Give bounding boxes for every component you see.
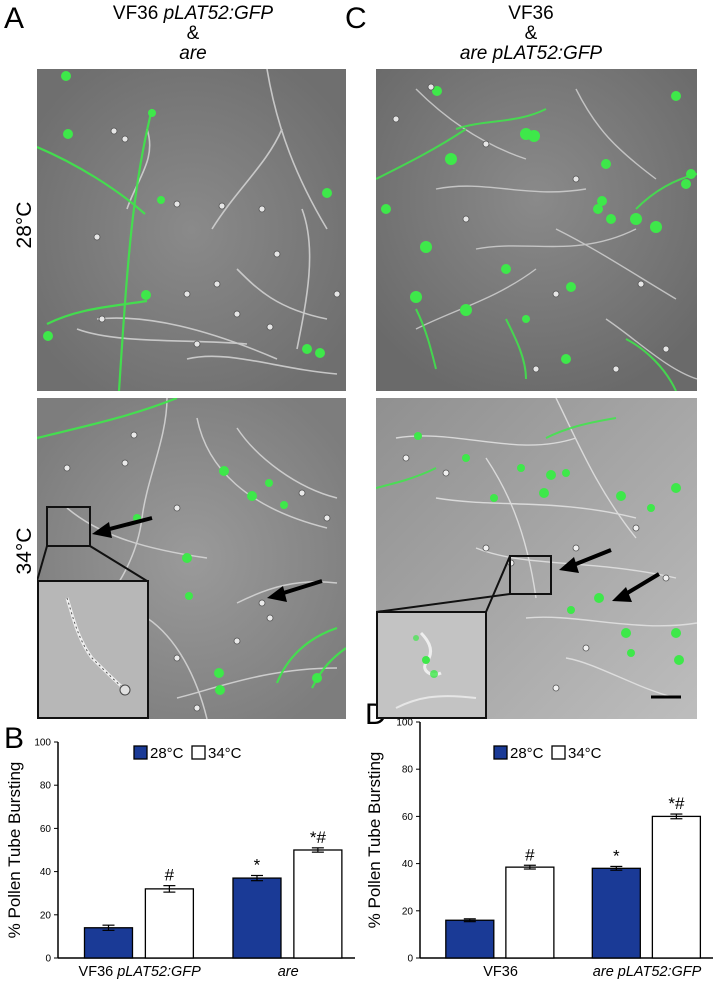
micrograph-a-34c [37, 398, 346, 719]
y-tick-label: 60 [402, 812, 414, 823]
title-a-prefix: VF36 [112, 3, 164, 24]
legend-swatch [133, 745, 148, 760]
micrograph-a-28c [37, 69, 346, 391]
title-c-ampersand: & [524, 23, 538, 44]
row-label-28c: 28°C [13, 201, 36, 249]
micrograph-a-34c-image [37, 398, 346, 719]
x-category-label: VF36 [483, 964, 518, 980]
micrograph-c-28c [376, 69, 697, 391]
y-tick-label: 80 [40, 781, 52, 792]
micrograph-a-28c-image [37, 69, 346, 391]
significance-mark: * [613, 846, 620, 865]
y-tick-label: 100 [34, 738, 51, 749]
bar [445, 919, 495, 959]
category-prefix: VF36 [79, 964, 118, 980]
y-tick-label: 40 [402, 859, 414, 870]
chart-b: % Pollen Tube Bursting 0 20 40 60 80 100 # VF36 … [5, 738, 355, 980]
x-category-label: are [278, 964, 299, 980]
bar [505, 866, 555, 959]
title-c-line1: VF36 [508, 3, 554, 24]
panel-label-c: C [345, 2, 367, 35]
bar [651, 815, 702, 959]
y-axis-label: % Pollen Tube Bursting [5, 762, 24, 939]
bar [232, 877, 282, 959]
chart-d: % Pollen Tube Bursting 0 20 40 60 80 100 # VF36 *… [365, 718, 713, 980]
category-italic: pLAT52:GFP [116, 964, 201, 980]
significance-mark: # [165, 866, 175, 885]
bar [144, 888, 195, 959]
bar [591, 867, 641, 959]
legend-label: 34°C [568, 745, 602, 762]
micrograph-c-34c-image [376, 398, 697, 719]
significance-mark: * [254, 855, 261, 874]
bar [293, 849, 343, 959]
y-tick-label: 100 [396, 718, 413, 729]
y-tick-label: 20 [402, 906, 414, 917]
panel-label-b: B [4, 722, 25, 755]
title-a-ampersand: & [186, 23, 200, 44]
y-tick-label: 60 [40, 824, 52, 835]
column-title-a: VF36 pLAT52:GFP & are [40, 4, 346, 64]
legend-label: 34°C [208, 745, 242, 762]
legend-swatch [191, 745, 206, 760]
legend-label: 28°C [510, 745, 544, 762]
micrograph-c-28c-image [376, 69, 697, 391]
significance-mark: *# [668, 794, 685, 813]
bar [83, 927, 134, 959]
legend-swatch [493, 745, 508, 760]
significance-mark: *# [310, 828, 327, 847]
x-category-label: are pLAT52:GFP [593, 964, 702, 980]
title-a-transgene: pLAT52:GFP [163, 3, 274, 24]
x-category-label: VF36 pLAT52:GFP [79, 964, 202, 980]
panel-label-a: A [4, 2, 25, 35]
title-c-line3: are pLAT52:GFP [459, 43, 603, 64]
micrograph-c-34c [376, 398, 697, 719]
y-axis-label: % Pollen Tube Bursting [365, 752, 384, 929]
legend-swatch [551, 745, 566, 760]
legend-label: 28°C [150, 745, 184, 762]
y-tick-label: 40 [40, 867, 52, 878]
category-italic: are [278, 964, 299, 980]
significance-mark: # [525, 845, 535, 864]
title-a-mutant: are [179, 43, 207, 64]
y-tick-label: 20 [40, 910, 52, 921]
row-label-34c: 34°C [13, 527, 36, 575]
y-tick-label: 0 [45, 954, 51, 965]
y-tick-label: 0 [407, 954, 413, 965]
category-prefix: VF36 [483, 964, 518, 980]
category-italic: are pLAT52:GFP [593, 964, 702, 980]
column-title-c: VF36 & are pLAT52:GFP [378, 4, 684, 64]
y-tick-label: 80 [402, 765, 414, 776]
